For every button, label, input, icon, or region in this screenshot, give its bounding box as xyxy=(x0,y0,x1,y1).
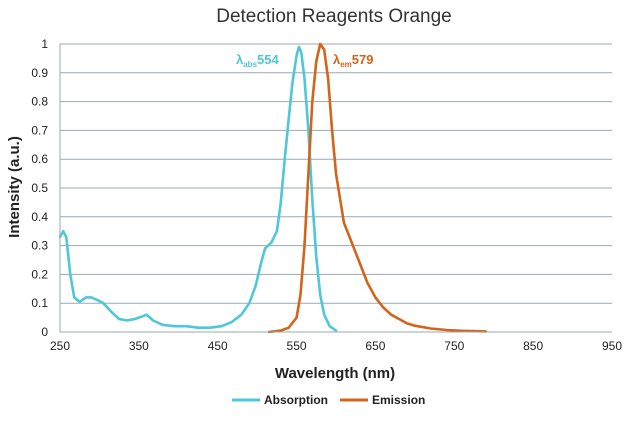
x-tick-label: 850 xyxy=(523,339,543,353)
y-axis-label: Intensity (a.u.) xyxy=(6,136,23,238)
series-line-absorption xyxy=(58,45,338,332)
x-tick-label: 550 xyxy=(287,339,307,353)
x-axis-label: Wavelength (nm) xyxy=(275,365,395,382)
y-tick-label: 1 xyxy=(41,37,48,51)
series-lines xyxy=(58,42,488,334)
y-tick-label: 0.6 xyxy=(31,152,48,166)
y-tick-label: 0 xyxy=(41,325,48,339)
y-tick-label: 0.4 xyxy=(31,210,48,224)
gridlines xyxy=(60,43,612,333)
series-line-emission xyxy=(267,42,488,334)
y-tick-label: 0.1 xyxy=(31,296,48,310)
y-tick-label: 0.8 xyxy=(31,95,48,109)
x-tick-label: 950 xyxy=(602,339,622,353)
axes xyxy=(59,44,612,333)
x-tick-label: 750 xyxy=(444,339,464,353)
y-tick-label: 0.5 xyxy=(31,181,48,195)
peak-label-em: λem579 xyxy=(333,52,374,69)
legend-label-absorption: Absorption xyxy=(264,393,328,407)
y-tick-label: 0.7 xyxy=(31,123,48,137)
peak-label-abs: λabs554 xyxy=(236,52,279,69)
y-tick-label: 0.2 xyxy=(31,267,48,281)
y-tick-label: 0.9 xyxy=(31,66,48,80)
chart-title: Detection Reagents Orange xyxy=(216,6,452,27)
legend: Absorption Emission xyxy=(232,393,425,407)
legend-label-emission: Emission xyxy=(372,393,425,407)
x-tick-label: 450 xyxy=(208,339,228,353)
x-tick-label: 650 xyxy=(365,339,385,353)
y-tick-label: 0.3 xyxy=(31,239,48,253)
x-tick-label: 350 xyxy=(129,339,149,353)
x-tick-label: 250 xyxy=(50,339,70,353)
tick-labels: 0 0.1 0.2 0.3 0.4 0.5 0.6 0.7 0.8 0.9 1 250 350 450 55… xyxy=(31,37,622,353)
peak-annotations: λabs554 λem579 xyxy=(236,52,374,69)
